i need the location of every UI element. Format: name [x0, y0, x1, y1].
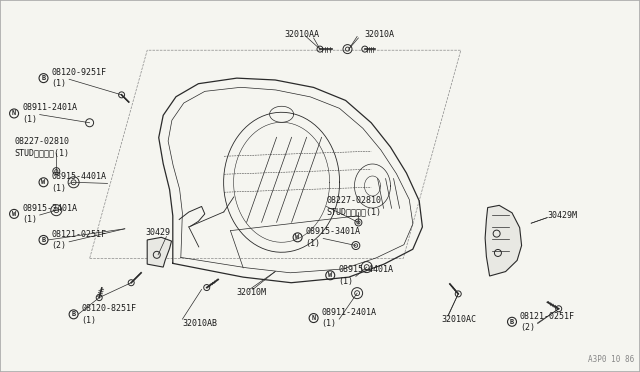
Text: N: N: [312, 315, 316, 321]
Text: 08915-4401A
(1): 08915-4401A (1): [52, 172, 106, 192]
Text: B: B: [42, 237, 45, 243]
Text: 08120-9251F
(1): 08120-9251F (1): [52, 68, 106, 88]
Text: W: W: [12, 211, 16, 217]
Text: B: B: [72, 311, 76, 317]
Text: 32010M: 32010M: [237, 288, 267, 296]
Text: W: W: [328, 272, 332, 278]
Text: 30429: 30429: [145, 228, 170, 237]
Polygon shape: [485, 205, 522, 276]
Text: W: W: [42, 179, 45, 185]
Text: 08227-02810
STUDスタッド(1): 08227-02810 STUDスタッド(1): [326, 196, 381, 217]
Text: 08227-02810
STUDスタッド(1): 08227-02810 STUDスタッド(1): [14, 137, 69, 157]
Text: 08915-3401A
(1): 08915-3401A (1): [22, 204, 77, 224]
Text: B: B: [510, 319, 514, 325]
Text: 08120-8251F
(1): 08120-8251F (1): [82, 304, 136, 324]
Text: W: W: [296, 234, 300, 240]
Text: 08121-0251F
(2): 08121-0251F (2): [520, 312, 575, 332]
Text: 08121-0251F
(2): 08121-0251F (2): [52, 230, 106, 250]
Polygon shape: [147, 237, 172, 267]
Text: N: N: [12, 110, 16, 116]
Text: 32010AC: 32010AC: [442, 315, 477, 324]
Text: 08911-2401A
(1): 08911-2401A (1): [22, 103, 77, 124]
Text: B: B: [42, 75, 45, 81]
Text: A3P0 10 86: A3P0 10 86: [588, 355, 634, 364]
Text: 32010AA: 32010AA: [285, 30, 320, 39]
Text: 32010AB: 32010AB: [182, 319, 218, 328]
Text: 08915-4401A
(1): 08915-4401A (1): [339, 265, 393, 285]
Text: 32010A: 32010A: [365, 30, 395, 39]
Text: 30429M: 30429M: [547, 211, 577, 219]
Text: 08915-3401A
(1): 08915-3401A (1): [306, 227, 360, 247]
Text: 08911-2401A
(1): 08911-2401A (1): [322, 308, 376, 328]
